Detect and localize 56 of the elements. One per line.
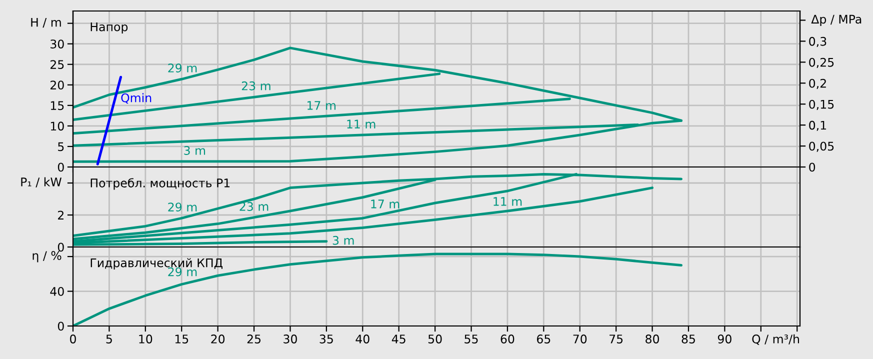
y-tick-label: 0 (58, 242, 64, 252)
y-tick-label: 30 (50, 40, 64, 48)
x-tick-label: 55 (464, 334, 478, 344)
series-label: 29 m (168, 267, 197, 276)
series-label: 17 m (308, 101, 336, 110)
series-label: 29 m (168, 64, 197, 72)
y-tick-label: 0 (58, 322, 64, 331)
y2-tick-label: 0,3 (809, 36, 826, 48)
x-tick-label: 25 (247, 334, 261, 344)
x-tick-label: 50 (428, 334, 442, 344)
y-tick-label: 10 (50, 122, 64, 131)
y2-tick-label: 0,25 (809, 58, 834, 68)
y2-tick-label: 0 (809, 162, 816, 172)
y-axis-title: H / m (31, 18, 61, 28)
y-tick-label: 2 (58, 210, 64, 220)
x-tick-label: 5 (106, 334, 112, 344)
y2-tick-label: 0,05 (809, 142, 834, 152)
y-tick-label: 5 (58, 142, 64, 152)
x-tick-label: 90 (718, 334, 732, 344)
x-tick-label: 80 (646, 334, 660, 344)
y-tick-label: 20 (50, 80, 64, 90)
x-tick-label: 20 (211, 334, 225, 344)
y2-tick-label: 0,1 (809, 120, 826, 131)
series-label: Qmin (121, 93, 152, 104)
x-tick-label: 35 (320, 334, 333, 344)
x-tick-label: 65 (536, 334, 550, 344)
y-tick-label: 40 (50, 287, 64, 296)
x-tick-label: 85 (682, 334, 695, 344)
series-label: 11 m (347, 120, 376, 128)
y2-axis-title: Δp / MPa (811, 14, 862, 26)
series-label: 3 m (184, 146, 206, 155)
x-tick-label: 0 (70, 334, 76, 344)
text: Напор (90, 22, 128, 34)
y-tick-label: 15 (50, 101, 64, 110)
series-label: 29 m (168, 202, 197, 212)
y-axis-title: P₁ / kW (21, 177, 62, 188)
y2-tick-label: 0,15 (809, 100, 834, 110)
series-label: 11 m (494, 197, 522, 206)
x-axis-title: Q / m³/h (752, 334, 799, 345)
x-tick-label: 10 (139, 334, 152, 344)
x-tick-label: 75 (610, 334, 623, 344)
x-tick-label: 70 (573, 334, 587, 344)
x-tick-label: 45 (392, 334, 406, 344)
y-tick-label: 25 (50, 60, 64, 70)
series-label: 23 m (242, 81, 270, 90)
x-tick-label: 40 (356, 334, 370, 344)
y2-tick-label: 0,2 (809, 78, 826, 89)
text: Гидравлический КПД (90, 258, 222, 270)
series-label: 3 m (332, 236, 354, 245)
text: Потребл. мощность P1 (90, 178, 230, 190)
x-tick-label: 15 (175, 334, 188, 344)
series-label: 17 m (371, 200, 400, 208)
y-tick-label: 0 (58, 162, 64, 172)
x-tick-label: 60 (500, 334, 514, 344)
y-axis-title: η / % (32, 251, 62, 262)
x-tick-label: 30 (284, 334, 297, 344)
